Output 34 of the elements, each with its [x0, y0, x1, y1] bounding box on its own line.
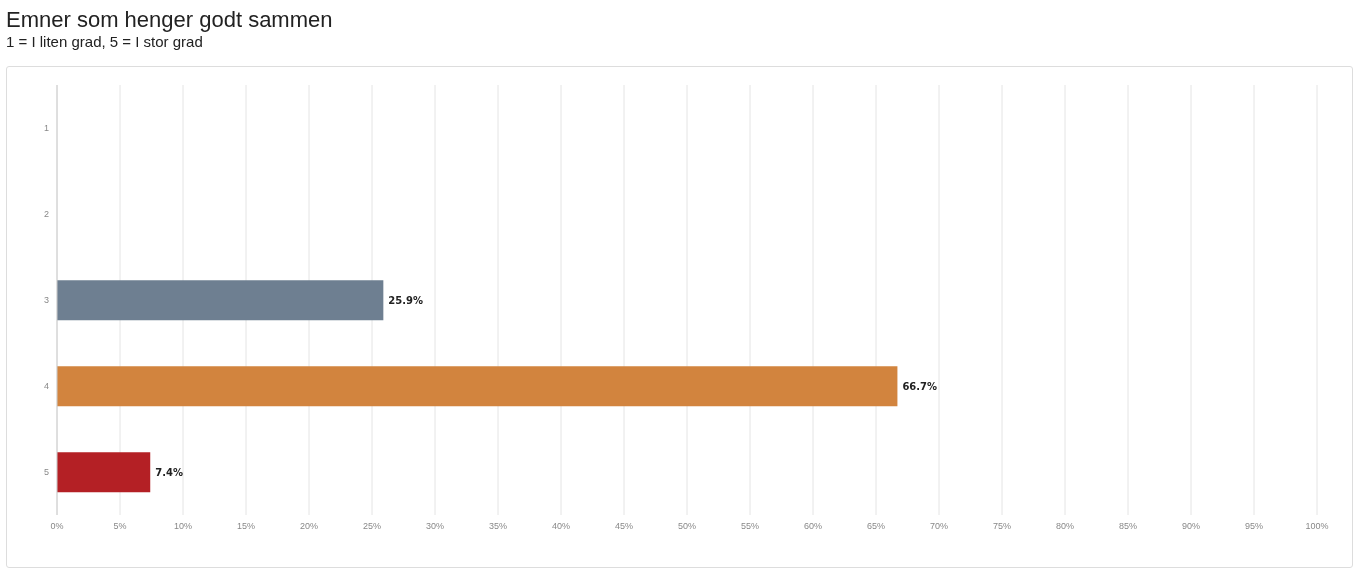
x-tick-label: 75%: [992, 521, 1012, 532]
chart-title: Emner som henger godt sammen: [6, 7, 334, 32]
bar: [57, 366, 898, 407]
data-label: 66.7%: [902, 380, 938, 392]
data-label: 7.4%: [155, 466, 183, 478]
data-label: 25.9%: [388, 294, 424, 306]
x-tick-label: 15%: [236, 521, 256, 532]
x-tick-label: 0%: [50, 521, 64, 532]
y-tick-label: 2: [43, 209, 49, 220]
x-tick-label: 50%: [677, 521, 697, 532]
bar: [57, 280, 384, 321]
x-tick-label: 30%: [425, 521, 445, 532]
x-tick-label: 35%: [488, 521, 508, 532]
y-tick-label: 4: [43, 381, 49, 392]
x-tick-label: 5%: [113, 521, 127, 532]
x-tick-label: 40%: [551, 521, 571, 532]
x-tick-label: 90%: [1181, 521, 1201, 532]
x-tick-label: 80%: [1055, 521, 1075, 532]
x-tick-label: 20%: [299, 521, 319, 532]
x-tick-label: 60%: [803, 521, 823, 532]
y-tick-label: 3: [43, 295, 49, 306]
x-tick-label: 10%: [173, 521, 193, 532]
x-tick-label: 95%: [1244, 521, 1264, 532]
bar: [57, 452, 151, 493]
x-tick-label: 85%: [1118, 521, 1138, 532]
chart-subtitle: 1 = I liten grad, 5 = I stor grad: [6, 32, 204, 52]
x-tick-label: 55%: [740, 521, 760, 532]
x-tick-label: 25%: [362, 521, 382, 532]
x-tick-label: 100%: [1305, 521, 1329, 532]
y-tick-label: 5: [43, 467, 49, 478]
x-tick-label: 45%: [614, 521, 634, 532]
x-tick-label: 70%: [929, 521, 949, 532]
x-tick-label: 65%: [866, 521, 886, 532]
y-tick-label: 1: [43, 123, 49, 134]
